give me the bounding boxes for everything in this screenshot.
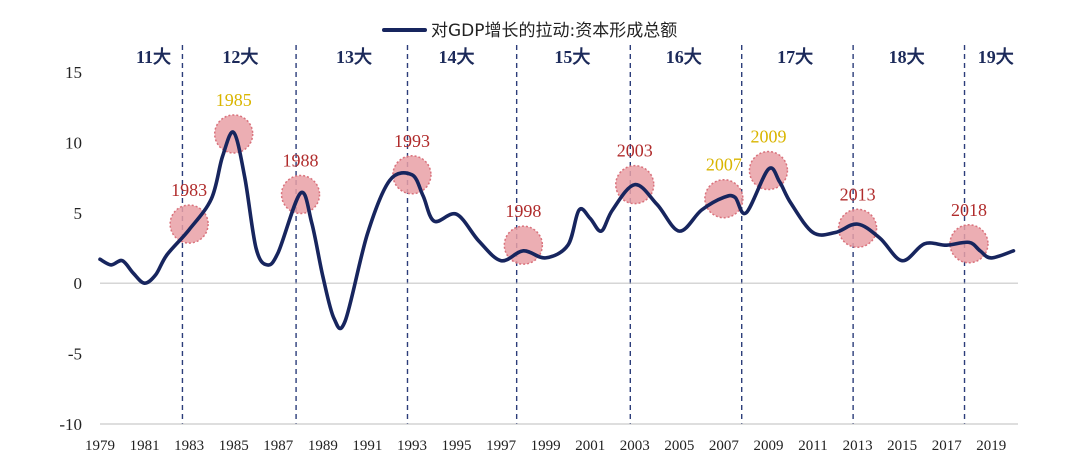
gdp-contribution-series-line [98, 130, 1016, 331]
x-tick-label: 1981 [130, 438, 160, 454]
x-tick-label: 2017 [932, 438, 963, 454]
y-tick-label: 10 [65, 133, 82, 152]
highlight-year-label: 1983 [171, 180, 207, 200]
y-tick-label: 5 [74, 204, 83, 223]
highlight-year-label: 2009 [750, 127, 786, 147]
congress-label: 17大 [777, 46, 813, 67]
highlight-bubble [837, 208, 878, 249]
highlight-year-label: 2018 [951, 200, 987, 220]
x-tick-label: 2005 [664, 438, 694, 454]
x-tick-label: 1991 [352, 438, 382, 454]
congress-label: 18大 [889, 46, 925, 67]
highlight-year-label: 1985 [216, 90, 252, 110]
congress-label: 19大 [978, 46, 1014, 67]
x-tick-label: 2015 [887, 438, 917, 454]
congress-label: 15大 [554, 46, 590, 67]
x-tick-label: 2001 [575, 438, 605, 454]
highlight-bubble [169, 204, 209, 244]
highlight-year-label: 1998 [505, 201, 541, 221]
congress-label: 12大 [222, 46, 258, 67]
y-tick-label: 0 [74, 274, 83, 293]
y-tick-label: 15 [65, 63, 82, 82]
highlight-year-label: 2013 [840, 184, 876, 204]
legend: 对GDP增长的拉动:资本形成总额 [382, 21, 677, 41]
y-tick-label: -5 [68, 345, 82, 364]
x-tick-label: 1987 [263, 438, 294, 454]
x-tick-label: 2013 [843, 438, 873, 454]
highlight-year-label: 1993 [394, 131, 430, 151]
highlight-year-label: 2007 [706, 155, 742, 175]
congress-label: 14大 [439, 46, 475, 67]
highlight-year-label: 1988 [283, 150, 319, 170]
x-tick-label: 1999 [531, 438, 561, 454]
x-tick-label: 1997 [486, 438, 517, 454]
legend-label: 对GDP增长的拉动:资本形成总额 [431, 21, 677, 41]
x-tick-label: 1995 [442, 438, 472, 454]
x-tick-label: 1989 [308, 438, 338, 454]
x-tick-label: 1993 [397, 438, 427, 454]
congress-label: 11大 [136, 46, 171, 67]
congress-label: 16大 [666, 46, 702, 67]
x-tick-label: 1979 [85, 438, 115, 454]
x-tick-label: 2009 [753, 438, 783, 454]
congress-label: 13大 [336, 46, 372, 67]
x-tick-label: 1985 [219, 438, 249, 454]
highlight-year-label: 2003 [617, 141, 653, 161]
x-tick-label: 2011 [798, 438, 827, 454]
x-tick-label: 1983 [174, 438, 204, 454]
x-tick-label: 2019 [976, 438, 1006, 454]
x-tick-label: 2003 [620, 438, 650, 454]
x-tick-label: 2007 [709, 438, 740, 454]
y-tick-label: -10 [59, 415, 82, 434]
